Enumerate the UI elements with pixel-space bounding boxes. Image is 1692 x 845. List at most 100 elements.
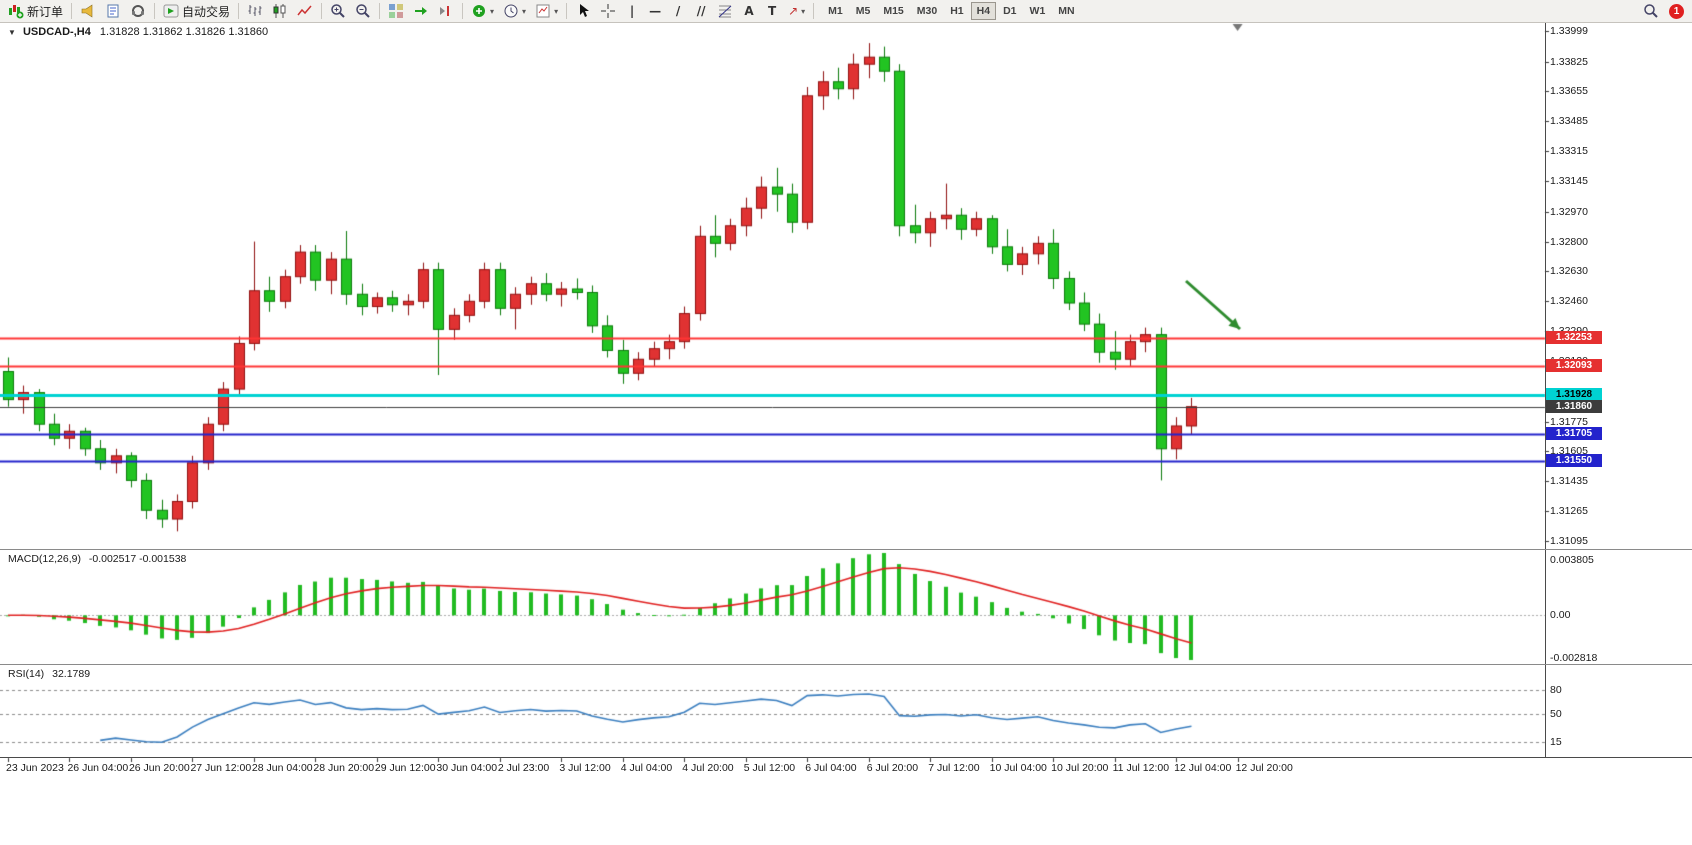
- notification-badge[interactable]: 1: [1669, 3, 1684, 19]
- macd-axis-label: 0.003805: [1550, 554, 1594, 566]
- channel-button[interactable]: //: [690, 1, 712, 21]
- time-axis-label: 4 Jul 04:00: [620, 762, 673, 774]
- zoom-out-button[interactable]: [351, 1, 375, 21]
- zoom-out-icon: [356, 4, 370, 18]
- toolbar-separator: [154, 3, 156, 19]
- chart-search-button[interactable]: [1639, 1, 1663, 21]
- rsi-panel-splitter[interactable]: [0, 664, 1692, 665]
- tile-windows-button[interactable]: [384, 1, 408, 21]
- timeframe-mn[interactable]: MN: [1052, 2, 1080, 20]
- time-axis-label: 26 Jun 04:00: [67, 762, 129, 774]
- horizontal-line-icon: —: [649, 4, 662, 18]
- macd-axis-label: 0.00: [1550, 609, 1571, 622]
- price-axis-label: 1.33655: [1550, 85, 1588, 98]
- text-label-button[interactable]: T: [761, 1, 783, 21]
- timeframe-h1[interactable]: H1: [944, 2, 969, 20]
- timeframe-w1[interactable]: W1: [1024, 2, 1052, 20]
- time-axis-label: 6 Jul 04:00: [805, 762, 857, 774]
- template-icon: [536, 4, 550, 18]
- price-axis-label: 1.32800: [1550, 235, 1588, 248]
- horizontal-line-button[interactable]: —: [644, 1, 666, 21]
- new-order-label: 新订单: [27, 4, 64, 19]
- search-icon: [1644, 4, 1658, 18]
- line-chart-icon: [297, 5, 312, 16]
- price-level-badge: 1.31705: [1546, 426, 1602, 440]
- text-icon: A: [744, 4, 754, 18]
- time-axis-label: 28 Jun 20:00: [313, 762, 375, 774]
- timeframe-m30[interactable]: M30: [911, 2, 943, 20]
- arrows-tool-button[interactable]: ↗ ▾: [784, 1, 809, 21]
- support-button[interactable]: [126, 1, 150, 21]
- timeframe-m15[interactable]: M15: [877, 2, 909, 20]
- time-axis-label: 11 Jul 12:00: [1112, 762, 1170, 774]
- time-axis-label: 12 Jul 20:00: [1235, 762, 1293, 774]
- cursor-icon: [580, 4, 590, 17]
- zoom-in-button[interactable]: [326, 1, 350, 21]
- price-axis-label: 1.32970: [1550, 205, 1588, 218]
- vertical-line-icon: |: [629, 4, 635, 18]
- trendline-icon: /: [675, 4, 681, 18]
- price-level-badge: 1.32093: [1546, 358, 1602, 372]
- time-axis-label: 27 Jun 12:00: [190, 762, 252, 774]
- price-axis-label: 1.32630: [1550, 265, 1588, 278]
- bar-chart-button[interactable]: [243, 1, 267, 21]
- channel-icon: //: [696, 4, 706, 18]
- headset-icon: [132, 5, 145, 17]
- document-icon: [107, 4, 119, 18]
- price-level-badge: 1.31928: [1546, 387, 1602, 401]
- cursor-button[interactable]: [571, 1, 595, 21]
- periods-button[interactable]: ▾: [499, 1, 530, 21]
- toolbar-separator: [462, 3, 464, 19]
- clock-icon: [504, 4, 518, 18]
- metaeditor-button[interactable]: [101, 1, 125, 21]
- crosshair-button[interactable]: [596, 1, 620, 21]
- chart-shift-button[interactable]: [434, 1, 458, 21]
- price-axis-label: 1.32460: [1550, 295, 1588, 308]
- toolbar-separator: [566, 3, 568, 19]
- candlestick-icon: [273, 4, 286, 18]
- symbol-title: USDCAD-,H4: [22, 26, 91, 38]
- price-axis-label: 1.31265: [1550, 505, 1588, 518]
- one-click-trading-toggle[interactable]: ▼: [8, 28, 16, 37]
- vertical-line-button[interactable]: |: [621, 1, 643, 21]
- auto-scroll-button[interactable]: [409, 1, 433, 21]
- chevron-down-icon: ▾: [554, 6, 559, 16]
- fibonacci-button[interactable]: [713, 1, 737, 21]
- time-axis-label: 12 Jul 04:00: [1174, 762, 1232, 774]
- text-label-icon: T: [767, 4, 777, 18]
- templates-button[interactable]: ▾: [531, 1, 562, 21]
- toolbar-separator: [813, 3, 815, 19]
- time-axis-label: 7 Jul 12:00: [928, 762, 980, 774]
- alerts-button[interactable]: [76, 1, 100, 21]
- time-axis-divider: [0, 757, 1692, 758]
- candlestick-chart-button[interactable]: [268, 1, 292, 21]
- time-axis-label: 30 Jun 04:00: [436, 762, 498, 774]
- toolbar-separator: [321, 3, 323, 19]
- text-button[interactable]: A: [738, 1, 760, 21]
- new-order-button[interactable]: 新订单: [4, 1, 67, 21]
- timeframe-h4[interactable]: H4: [970, 2, 997, 20]
- autotrading-button[interactable]: 自动交易: [159, 1, 234, 21]
- time-axis-label: 28 Jun 04:00: [251, 762, 313, 774]
- rsi-value: 32.1789: [52, 668, 91, 680]
- price-axis-label: 1.33145: [1550, 174, 1588, 187]
- rsi-title: RSI(14): [8, 668, 45, 680]
- timeframe-d1[interactable]: D1: [997, 2, 1022, 20]
- arrow-shape-icon: ↗: [788, 4, 799, 18]
- timeframe-m1[interactable]: M1: [822, 2, 849, 20]
- time-axis-label: 5 Jul 12:00: [743, 762, 796, 774]
- timeframe-m5[interactable]: M5: [850, 2, 877, 20]
- chevron-down-icon: ▾: [522, 6, 527, 16]
- indicators-button[interactable]: ▾: [467, 1, 498, 21]
- rsi-axis-label: 80: [1550, 684, 1562, 696]
- trendline-button[interactable]: /: [667, 1, 689, 21]
- line-chart-button[interactable]: [293, 1, 317, 21]
- new-order-icon: [9, 5, 24, 19]
- toolbar-separator: [379, 3, 381, 19]
- macd-panel-splitter[interactable]: [0, 549, 1692, 550]
- indicators-plus-icon: [473, 5, 486, 17]
- chevron-down-icon: ▾: [490, 6, 495, 16]
- time-axis-label: 2 Jul 23:00: [497, 762, 550, 774]
